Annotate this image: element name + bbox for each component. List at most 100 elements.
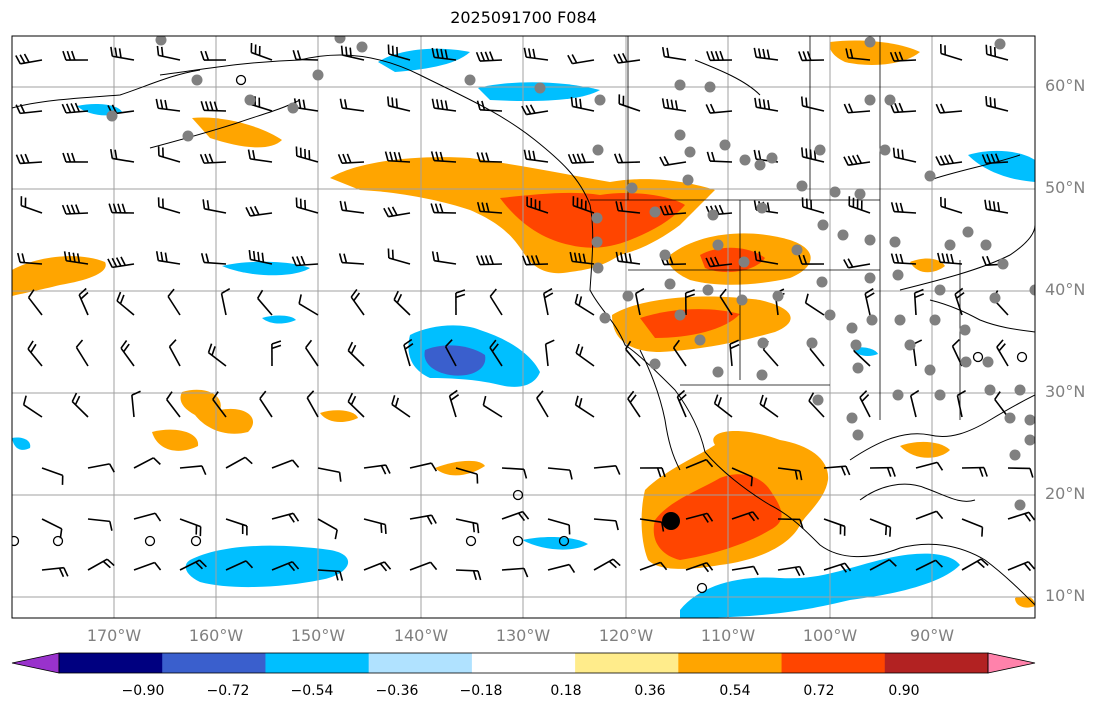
colorbar-tick-label: −0.36 bbox=[375, 683, 419, 699]
wind-barb bbox=[116, 291, 135, 316]
wind-barb bbox=[207, 343, 227, 367]
station-dot bbox=[934, 389, 946, 401]
station-dot bbox=[712, 366, 724, 378]
wind-barb bbox=[523, 149, 549, 163]
wind-barb bbox=[476, 100, 503, 112]
wind-barb bbox=[869, 558, 897, 571]
wind-barb bbox=[156, 45, 181, 61]
wind-barb bbox=[248, 249, 273, 265]
colorbar-swatch bbox=[575, 653, 679, 673]
station-dot bbox=[884, 94, 896, 106]
station-dot bbox=[814, 144, 826, 156]
wind-barb bbox=[409, 462, 438, 472]
wind-barb bbox=[256, 289, 273, 316]
wind-barb bbox=[250, 43, 273, 61]
wind-barb bbox=[409, 514, 437, 525]
wind-barb bbox=[391, 395, 411, 418]
station-dot bbox=[944, 239, 956, 251]
wind-barb bbox=[501, 567, 529, 578]
wind-barb bbox=[476, 255, 503, 266]
colorbar-swatch bbox=[162, 653, 266, 673]
wind-barb bbox=[20, 196, 43, 214]
station-dot bbox=[659, 249, 671, 261]
wind-barb bbox=[547, 467, 573, 480]
wind-barb bbox=[729, 339, 740, 367]
station-dot bbox=[738, 256, 750, 268]
wind-barb bbox=[220, 288, 231, 316]
station-dot bbox=[1009, 449, 1021, 461]
wind-barb bbox=[293, 98, 319, 112]
station-dot bbox=[594, 94, 606, 106]
wind-barb bbox=[961, 558, 989, 571]
wind-barb bbox=[15, 153, 43, 165]
wind-barb bbox=[685, 562, 714, 573]
wind-barb bbox=[889, 102, 917, 114]
colorbar-tick-label: 0.54 bbox=[719, 683, 751, 699]
station-dots bbox=[106, 36, 1035, 511]
wind-barb bbox=[547, 563, 576, 573]
station-dot bbox=[806, 337, 818, 349]
wind-barb bbox=[808, 392, 825, 418]
lat-label-60n: 60°N bbox=[1045, 76, 1086, 95]
wind-barb bbox=[909, 389, 920, 418]
wind-barb bbox=[547, 518, 571, 535]
wind-barb bbox=[168, 339, 181, 367]
wind-barb bbox=[41, 566, 69, 578]
station-dot bbox=[982, 356, 994, 368]
station-dot bbox=[879, 144, 891, 156]
colorbar-tick-label: 0.18 bbox=[550, 683, 582, 699]
wind-barb bbox=[61, 204, 89, 215]
station-dot bbox=[894, 314, 906, 326]
wind-barb bbox=[431, 98, 457, 112]
wind-barb bbox=[339, 98, 365, 112]
wind-barb bbox=[915, 461, 944, 471]
wind-barb bbox=[202, 199, 227, 214]
wind-barb bbox=[526, 196, 549, 214]
wind-barb bbox=[890, 202, 917, 214]
station-dot bbox=[960, 356, 972, 368]
station-dot bbox=[707, 209, 719, 221]
wind-barb bbox=[624, 340, 641, 367]
station-dot bbox=[719, 139, 731, 151]
wind-barb bbox=[593, 518, 619, 531]
wind-barb bbox=[777, 467, 803, 481]
graticule bbox=[12, 36, 1035, 618]
wind-barb bbox=[845, 48, 871, 61]
wind-barb bbox=[521, 255, 549, 266]
wind-barb bbox=[489, 339, 503, 367]
wind-barb bbox=[338, 253, 365, 265]
wind-barb bbox=[593, 465, 621, 475]
wind-barb bbox=[685, 458, 714, 469]
wind-barb bbox=[431, 251, 457, 265]
station-dot bbox=[754, 159, 766, 171]
wind-barb bbox=[295, 197, 319, 214]
lon-label-120w: 120°W bbox=[598, 626, 654, 645]
station-dot bbox=[704, 81, 716, 93]
calm-circle bbox=[512, 535, 524, 547]
wind-barb bbox=[167, 288, 181, 316]
wind-barb bbox=[574, 395, 595, 418]
station-dot bbox=[989, 292, 1001, 304]
wind-barb bbox=[1007, 561, 1035, 572]
station-dot bbox=[816, 276, 828, 288]
wind-barb bbox=[521, 104, 549, 116]
station-dot bbox=[892, 269, 904, 281]
wind-barb bbox=[684, 289, 695, 316]
station-dot bbox=[287, 102, 299, 114]
wind-barb bbox=[317, 518, 338, 540]
wind-barb bbox=[798, 254, 825, 265]
wind-barb bbox=[384, 151, 411, 163]
station-dot bbox=[929, 314, 941, 326]
colorbar-tick-label: −0.54 bbox=[290, 683, 334, 699]
wind-barb bbox=[731, 565, 759, 576]
station-dot bbox=[736, 294, 748, 306]
wind-barb bbox=[798, 51, 825, 62]
station-dot bbox=[817, 219, 829, 231]
lat-label-50n: 50°N bbox=[1045, 178, 1086, 197]
wind-barb bbox=[869, 518, 892, 537]
wind-barb bbox=[430, 203, 457, 214]
wind-barb bbox=[951, 338, 963, 367]
highlight-marker[interactable] bbox=[662, 512, 680, 530]
station-dot bbox=[312, 69, 324, 81]
